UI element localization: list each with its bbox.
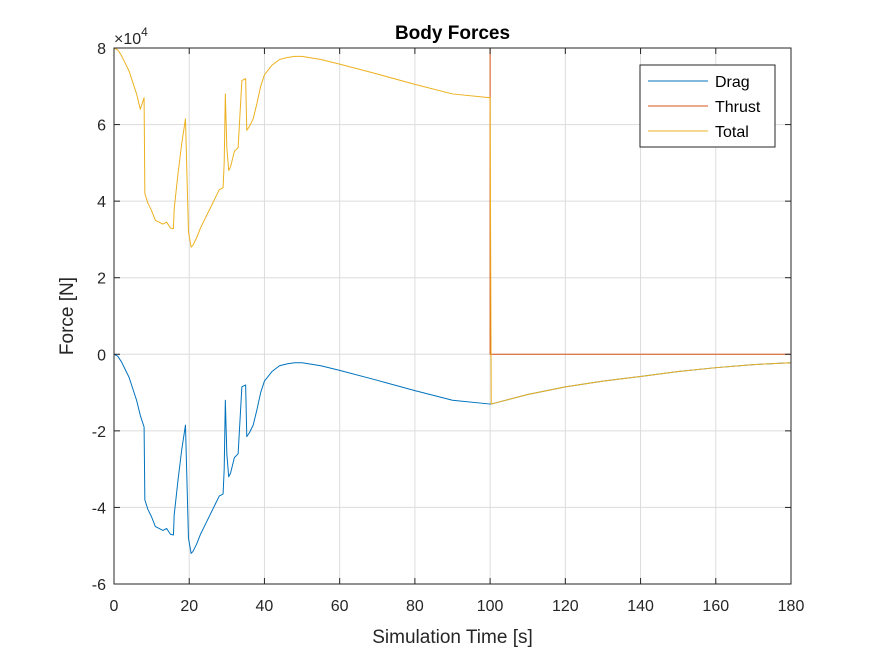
series-line-drag — [113, 353, 792, 554]
x-tick-label: 100 — [477, 598, 504, 615]
y-tick-label: -2 — [92, 424, 106, 441]
x-axis-label: Simulation Time [s] — [372, 627, 533, 648]
y-axis-label: Force [N] — [57, 277, 78, 355]
x-tick-labels: 0 20 40 60 80 100 120 140 160 180 — [110, 598, 805, 615]
y-exponent-power: 4 — [141, 25, 148, 39]
x-tick-label: 180 — [778, 598, 805, 615]
x-tick-label: 80 — [406, 598, 424, 615]
y-tick-labels: -6 -4 -2 0 2 4 6 8 — [92, 41, 106, 594]
y-axis-exponent: ×104 — [114, 25, 148, 48]
y-tick-label: 2 — [97, 271, 106, 288]
x-tick-label: 140 — [627, 598, 654, 615]
y-tick-label: 0 — [97, 347, 106, 364]
legend-label-thrust: Thrust — [715, 99, 761, 116]
x-tick-label: 0 — [110, 598, 119, 615]
x-tick-label: 120 — [552, 598, 579, 615]
y-tick-label: 4 — [97, 194, 106, 211]
x-tick-label: 60 — [331, 598, 349, 615]
y-tick-label: -4 — [92, 500, 106, 517]
x-tick-label: 160 — [702, 598, 729, 615]
y-exponent-base: ×10 — [114, 31, 141, 48]
plot-box — [113, 47, 792, 585]
tick-marks — [113, 47, 792, 585]
y-tick-label: -6 — [92, 577, 106, 594]
x-tick-label: 20 — [180, 598, 198, 615]
legend: Drag Thrust Total — [639, 64, 776, 148]
legend-label-total: Total — [715, 124, 749, 141]
legend-label-drag: Drag — [715, 74, 750, 91]
x-tick-label: 40 — [256, 598, 274, 615]
y-tick-label: 8 — [97, 41, 106, 58]
series-line-total — [113, 47, 792, 405]
chart-title: Body Forces — [395, 23, 510, 44]
y-tick-label: 6 — [97, 118, 106, 135]
